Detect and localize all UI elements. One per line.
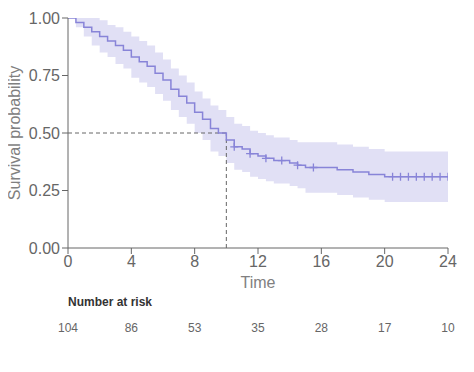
svg-text:Time: Time [241,274,276,288]
svg-text:0.50: 0.50 [29,125,60,142]
svg-text:4: 4 [127,253,136,270]
svg-text:20: 20 [376,253,394,270]
svg-text:0: 0 [64,253,73,270]
svg-text:10: 10 [441,321,455,335]
svg-text:16: 16 [312,253,330,270]
svg-text:86: 86 [125,321,139,335]
svg-text:24: 24 [439,253,457,270]
svg-text:0.75: 0.75 [29,67,60,84]
svg-text:17: 17 [378,321,392,335]
svg-text:104: 104 [58,321,78,335]
svg-text:0.25: 0.25 [29,182,60,199]
svg-text:53: 53 [188,321,202,335]
svg-text:12: 12 [249,253,267,270]
svg-text:8: 8 [190,253,199,270]
svg-text:0.00: 0.00 [29,240,60,257]
svg-text:1.00: 1.00 [29,10,60,27]
svg-text:35: 35 [251,321,265,335]
svg-text:Number at risk: Number at risk [68,295,152,309]
svg-text:28: 28 [315,321,329,335]
svg-text:Survival probability: Survival probability [8,66,23,200]
